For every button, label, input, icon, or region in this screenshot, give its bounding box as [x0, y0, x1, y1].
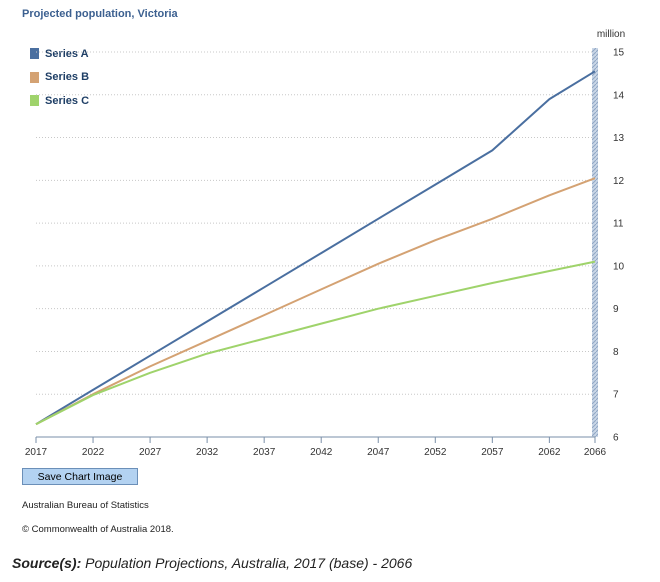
series-line-c — [35, 260, 596, 426]
y-tick-label-14: 14 — [613, 90, 625, 101]
legend: Series A Series B Series C — [30, 42, 89, 113]
y-tick-label-12: 12 — [613, 176, 625, 187]
legend-item-series-c: Series C — [30, 89, 89, 113]
x-tick-label-2057: 2057 — [481, 447, 504, 458]
legend-swatch-series-c — [30, 95, 39, 107]
y-tick-label-7: 7 — [613, 390, 619, 401]
legend-item-series-a: Series A — [30, 42, 89, 66]
chart-title: Projected population, Victoria — [22, 8, 178, 20]
legend-label-series-a: Series A — [45, 47, 89, 60]
y-tick-label-9: 9 — [613, 304, 619, 315]
series-line-a — [35, 70, 596, 426]
legend-swatch-series-a — [30, 48, 39, 60]
x-tick-label-2062: 2062 — [538, 447, 561, 458]
x-tick-label-2066: 2066 — [584, 447, 607, 458]
y-tick-label-11: 11 — [613, 219, 624, 230]
y-tick-label-8: 8 — [613, 347, 619, 358]
source-text: Population Projections, Australia, 2017 … — [85, 555, 413, 571]
y-axis-label: million — [597, 29, 625, 40]
right-axis-band — [592, 48, 598, 437]
x-tick-label-2052: 2052 — [424, 447, 447, 458]
x-tick-label-2017: 2017 — [25, 447, 48, 458]
source-note: Source(s): Population Projections, Austr… — [12, 555, 412, 571]
y-tick-label-15: 15 — [613, 48, 625, 59]
x-tick-label-2022: 2022 — [82, 447, 105, 458]
y-tick-label-10: 10 — [613, 261, 625, 272]
x-tick-label-2047: 2047 — [367, 447, 390, 458]
x-tick-label-2027: 2027 — [139, 447, 162, 458]
y-tick-label-13: 13 — [613, 133, 625, 144]
series-line-b — [35, 177, 596, 426]
legend-swatch-series-b — [30, 71, 39, 83]
x-tick-label-2037: 2037 — [253, 447, 276, 458]
source-label: Source(s): — [12, 555, 82, 571]
x-tick-label-2042: 2042 — [310, 447, 333, 458]
legend-item-series-b: Series B — [30, 66, 89, 90]
legend-label-series-b: Series B — [45, 71, 90, 84]
copyright-notice: © Commonwealth of Australia 2018. — [22, 524, 174, 535]
x-tick-label-2032: 2032 — [196, 447, 219, 458]
line-chart: 2017 2022 2027 2032 2037 2042 2047 2052 2057 2062… — [25, 29, 625, 458]
save-chart-image-button[interactable]: Save Chart Image — [22, 468, 138, 485]
y-tick-label-6: 6 — [613, 433, 619, 444]
legend-label-series-c: Series C — [45, 94, 90, 107]
organization-credit: Australian Bureau of Statistics — [22, 500, 149, 511]
